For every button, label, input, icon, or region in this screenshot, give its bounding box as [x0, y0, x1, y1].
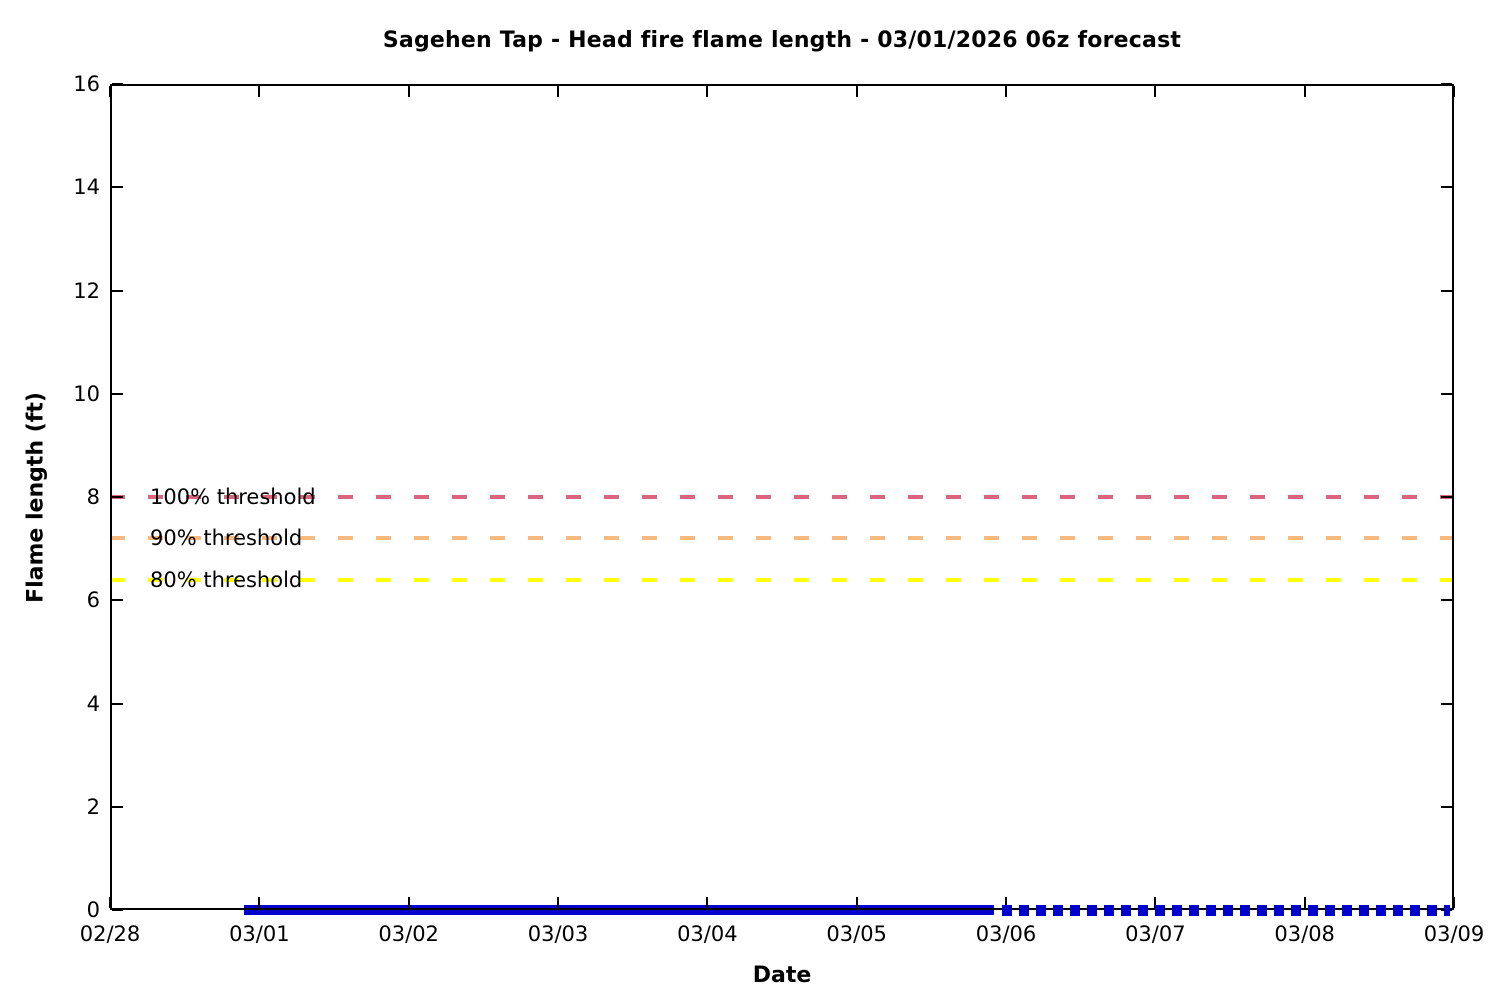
threshold-label: 80% threshold: [150, 567, 303, 592]
y-tick-mark: [112, 702, 123, 705]
y-tick-mark-right: [1441, 186, 1452, 189]
x-tick-mark: [855, 897, 858, 908]
y-tick-mark: [112, 909, 123, 911]
y-tick-mark-right: [1441, 289, 1452, 292]
x-tick-mark-top: [1453, 86, 1455, 97]
axis-bottom-border: [110, 908, 1454, 910]
x-tick-mark-top: [407, 86, 410, 97]
x-tick-label: 03/02: [378, 922, 439, 946]
y-tick-label: 0: [86, 898, 100, 922]
y-tick-mark: [112, 496, 123, 498]
y-tick-mark-right: [1441, 392, 1452, 395]
x-tick-mark-top: [109, 86, 111, 97]
x-tick-label: 03/06: [975, 922, 1037, 946]
x-tick-mark: [706, 897, 709, 908]
x-tick-mark-top: [1005, 86, 1007, 97]
x-tick-mark: [109, 897, 111, 908]
axis-top-border: [110, 84, 1454, 86]
x-tick-mark-top: [557, 86, 559, 97]
threshold-label: 90% threshold: [150, 526, 303, 551]
y-tick-mark: [112, 289, 123, 292]
x-tick-mark: [1154, 897, 1157, 908]
y-tick-label: 10: [73, 381, 100, 406]
axis-right-border: [1452, 84, 1454, 910]
x-tick-mark: [258, 897, 261, 908]
forecast-line-dotted: [1001, 905, 1450, 916]
forecast-line-solid: [244, 905, 995, 915]
x-tick-mark: [1303, 897, 1306, 908]
threshold-label: 100% threshold: [150, 485, 316, 509]
threshold-line: [110, 536, 1454, 541]
y-tick-label: 14: [73, 175, 100, 200]
axis-left-border: [110, 84, 112, 910]
x-tick-mark: [557, 897, 559, 908]
y-tick-mark: [112, 392, 123, 395]
y-tick-mark-right: [1441, 83, 1452, 85]
x-tick-mark: [1005, 897, 1007, 908]
y-tick-label: 6: [86, 588, 100, 613]
y-tick-mark: [112, 805, 123, 808]
threshold-line: [110, 577, 1454, 582]
y-tick-mark-right: [1441, 805, 1452, 808]
x-tick-mark-top: [706, 86, 709, 97]
y-tick-label: 2: [86, 794, 100, 819]
x-tick-label: 02/28: [79, 922, 141, 946]
y-tick-label: 8: [86, 485, 100, 509]
y-tick-mark: [112, 599, 123, 602]
x-tick-label: 03/09: [1423, 922, 1485, 946]
threshold-line: [110, 495, 1454, 499]
x-tick-mark-top: [1303, 86, 1306, 97]
x-tick-mark-top: [258, 86, 261, 97]
x-tick-mark-top: [855, 86, 858, 97]
y-tick-label: 4: [86, 691, 100, 716]
x-tick-label: 03/01: [229, 922, 290, 946]
x-axis-label: Date: [752, 963, 812, 988]
x-tick-label: 03/03: [527, 922, 589, 946]
x-tick-mark-top: [1154, 86, 1157, 97]
y-tick-mark-right: [1441, 599, 1452, 602]
x-tick-label: 03/04: [677, 922, 738, 946]
y-tick-mark-right: [1441, 496, 1452, 498]
y-tick-mark: [112, 186, 123, 189]
x-tick-mark: [1453, 897, 1455, 908]
x-tick-label: 03/08: [1274, 922, 1335, 946]
y-tick-label: 16: [73, 72, 100, 96]
chart-title: Sagehen Tap - Head fire flame length - 0…: [382, 28, 1182, 53]
y-tick-mark-right: [1441, 702, 1452, 705]
x-tick-label: 03/07: [1125, 922, 1186, 946]
x-tick-mark: [407, 897, 410, 908]
y-tick-label: 12: [73, 278, 100, 303]
y-tick-mark: [112, 83, 123, 85]
x-tick-label: 03/05: [826, 922, 887, 946]
plot-area: 100% threshold 90% threshold 80% threshold: [109, 83, 1455, 916]
